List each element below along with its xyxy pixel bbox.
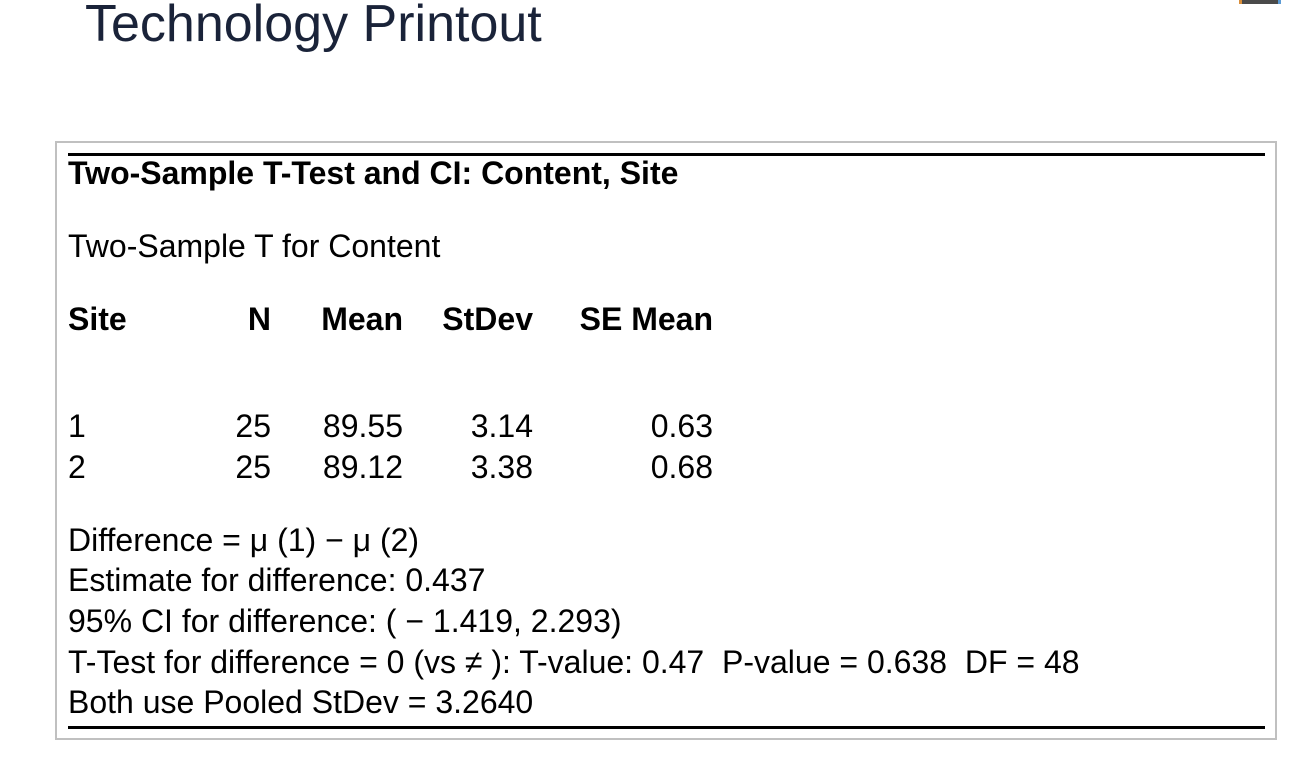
toolbar-fragment-blue-edge [1278, 0, 1281, 4]
cell-mean: 89.12 [322, 448, 403, 485]
result-line-ci: 95% CI for difference: ( − 1.419, 2.293) [68, 602, 622, 639]
cell-site: 1 [68, 408, 86, 445]
cell-mean: 89.55 [322, 408, 403, 445]
toolbar-fragment-bar [1242, 0, 1278, 4]
cell-se-mean: 0.63 [650, 408, 713, 445]
printout-subtitle: Two-Sample T for Content [68, 227, 441, 264]
result-line-difference: Difference = μ (1) − μ (2) [68, 521, 420, 558]
cell-stdev: 3.14 [470, 408, 533, 445]
page-title: Technology Printout [85, 0, 542, 53]
table-header-row: Site N Mean StDev SE Mean [68, 299, 713, 340]
toolbar-fragment-orange-edge [1239, 0, 1242, 4]
printout-panel: Two-Sample T-Test and CI: Content, Site … [55, 141, 1277, 740]
printout-heading: Two-Sample T-Test and CI: Content, Site [68, 155, 679, 191]
cell-n: 25 [235, 408, 271, 445]
column-header-se-mean: SE Mean [579, 301, 713, 338]
cell-site: 2 [68, 448, 86, 485]
cell-stdev: 3.38 [470, 448, 533, 485]
cell-se-mean: 0.68 [650, 448, 713, 485]
summary-table: Site N Mean StDev SE Mean 1 25 89.55 3.1… [68, 299, 713, 487]
result-line-ttest: T-Test for difference = 0 (vs ≠ ): T-val… [68, 643, 1080, 680]
bottom-rule [68, 726, 1265, 730]
result-lines: Difference = μ (1) − μ (2) Estimate for … [68, 520, 1265, 724]
browser-toolbar-fragment [1239, 0, 1281, 4]
result-line-estimate: Estimate for difference: 0.437 [68, 562, 486, 599]
result-line-pooled-stdev: Both use Pooled StDev = 3.2640 [68, 684, 534, 721]
column-header-n: N [247, 301, 271, 338]
table-row: 2 25 89.12 3.38 0.68 [68, 447, 713, 488]
column-header-mean: Mean [321, 301, 403, 338]
top-rule [68, 153, 1265, 156]
table-row: 1 25 89.55 3.14 0.63 [68, 340, 713, 447]
cell-n: 25 [235, 448, 271, 485]
column-header-site: Site [68, 301, 127, 338]
column-header-stdev: StDev [442, 301, 533, 338]
